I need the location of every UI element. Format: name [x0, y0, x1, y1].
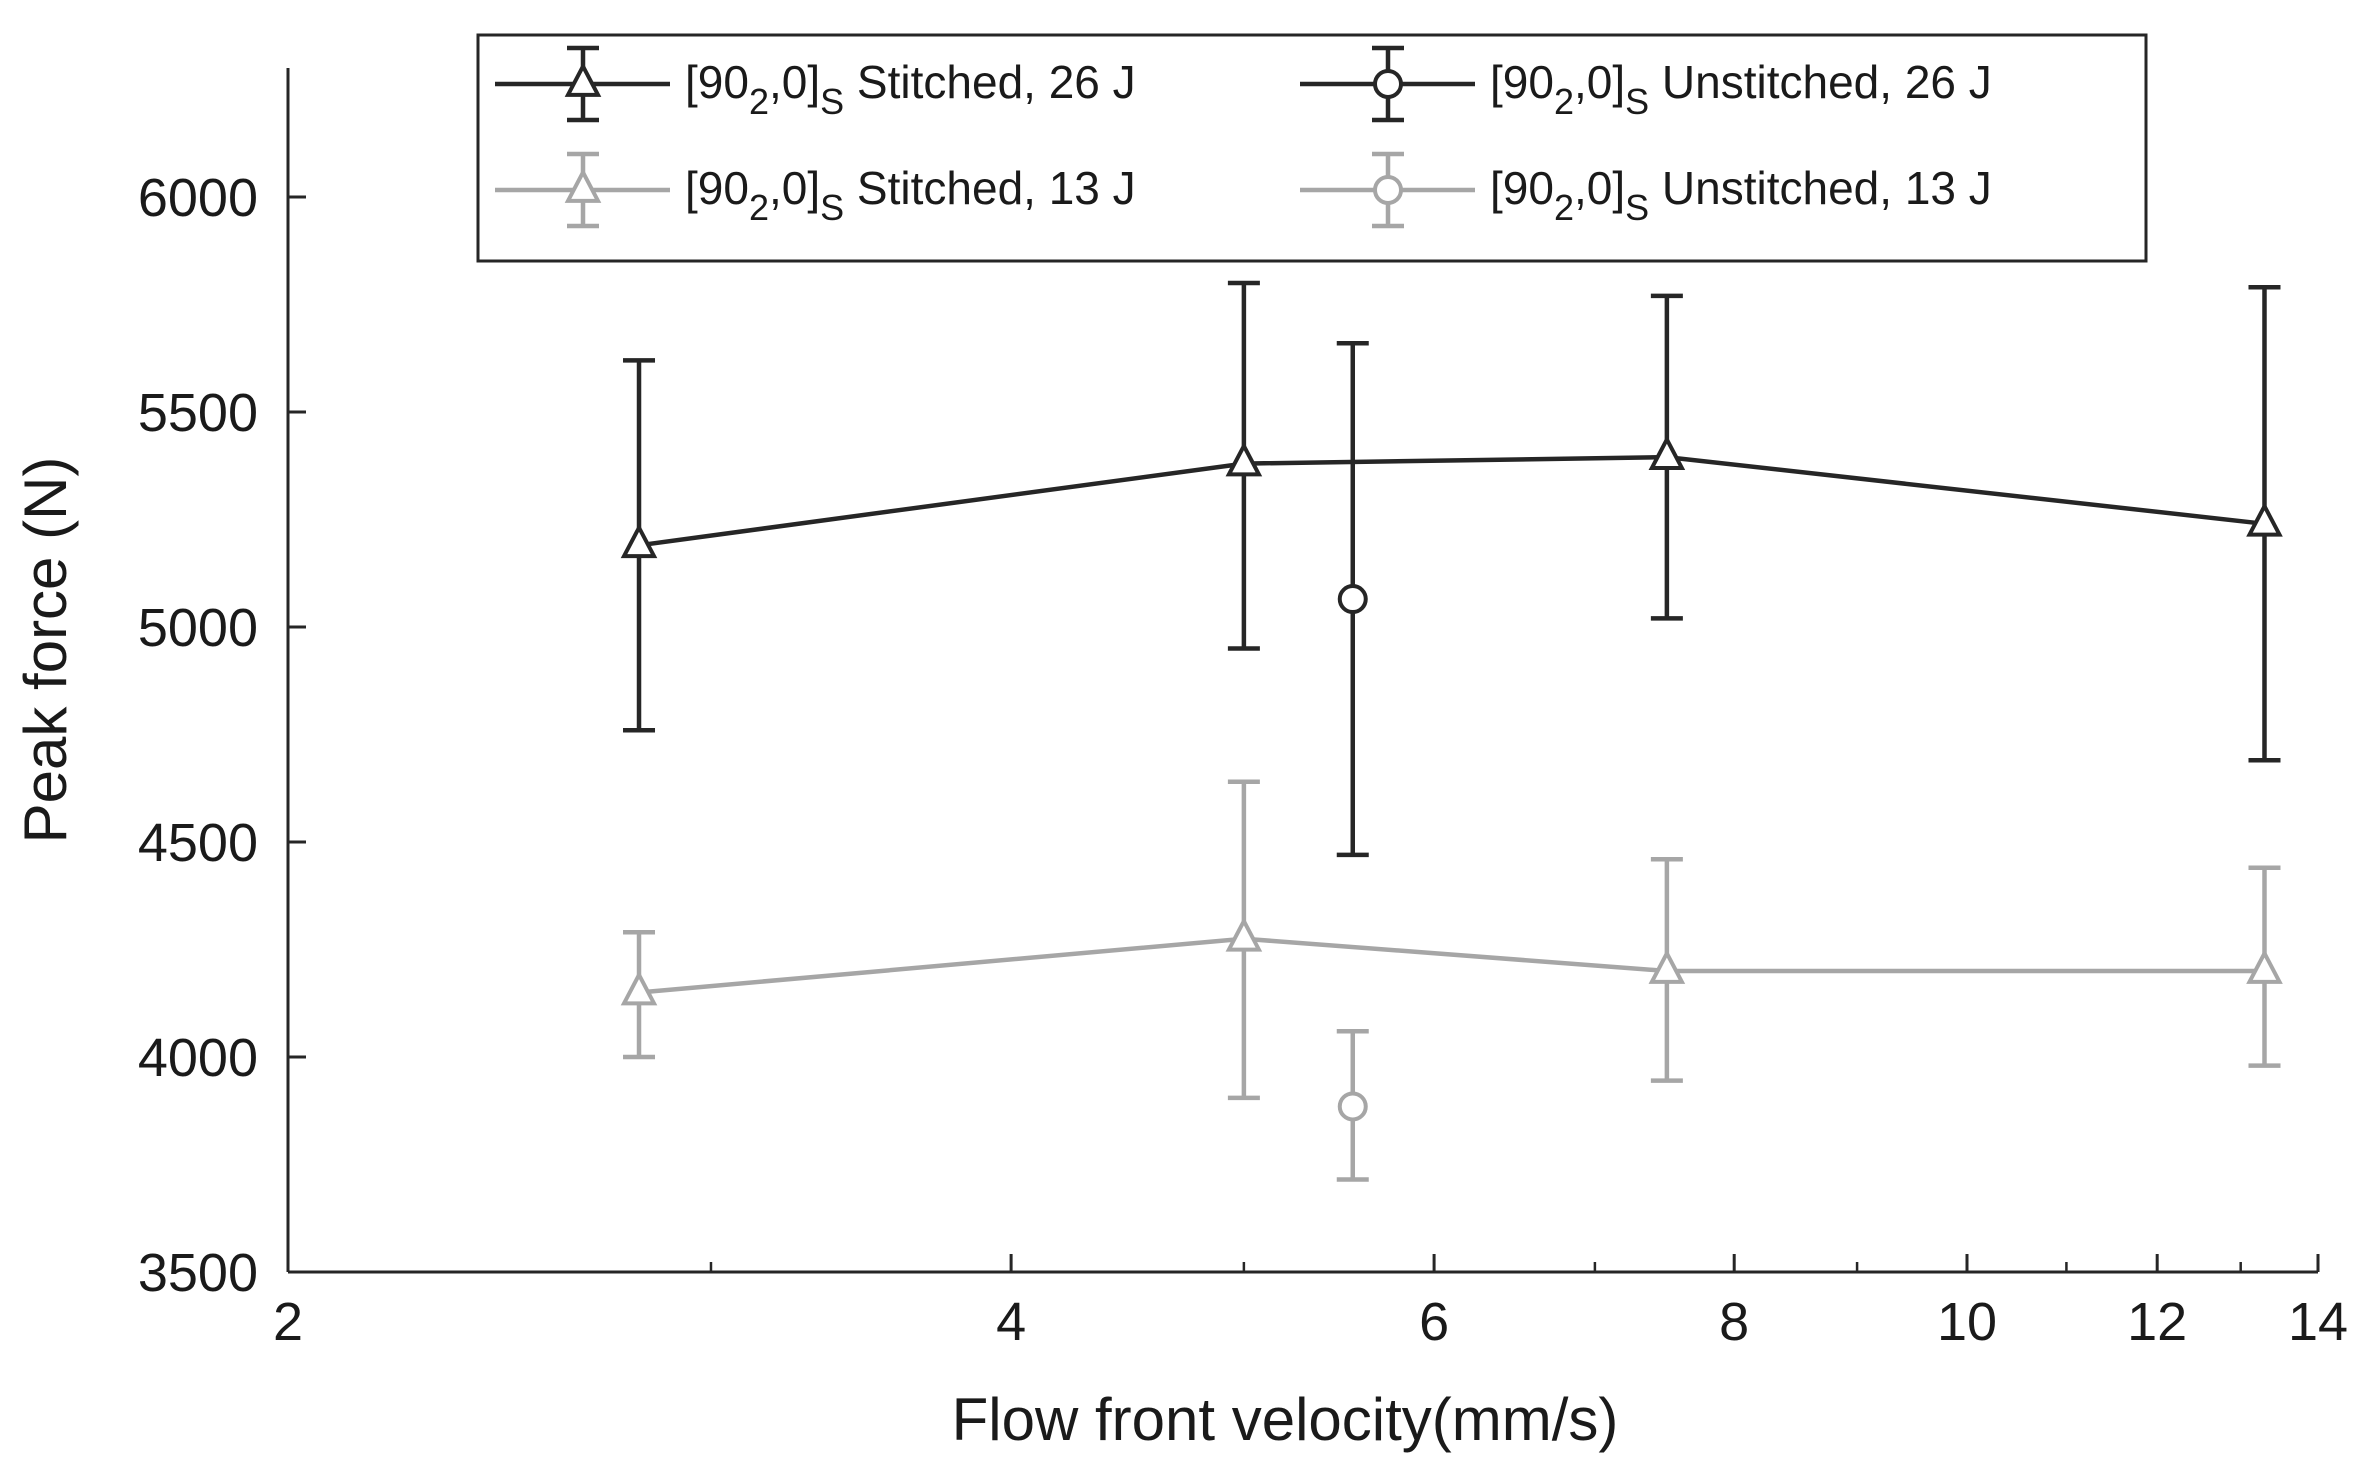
legend-entry: [902,0]S Stitched, 13 J: [495, 151, 1136, 229]
triangle-marker: [1648, 435, 1686, 470]
triangle-marker: [620, 970, 658, 1006]
circle-marker: [1337, 584, 1368, 615]
circle-marker: [1373, 69, 1403, 99]
triangle-marker: [564, 168, 602, 203]
legend: [902,0]S Stitched, 26 J [902,0]S Unstitch…: [476, 33, 2148, 263]
triangle-marker: [2246, 949, 2283, 984]
triangle-marker: [1648, 949, 1686, 984]
y-tick-label: 4500: [138, 813, 258, 873]
x-tick-label: 12: [2127, 1292, 2187, 1352]
y-tick-label: 4000: [138, 1028, 258, 1088]
series-0: [620, 280, 2283, 763]
y-tick-label: 5000: [138, 598, 258, 658]
x-tick-label: 8: [1719, 1292, 1749, 1352]
y-tick-label: 6000: [138, 168, 258, 228]
circle-marker: [1337, 1091, 1368, 1122]
legend-label: [902,0]S Unstitched, 26 J: [1490, 56, 1992, 122]
series-line: [638, 936, 2265, 995]
legend-label: [902,0]S Stitched, 13 J: [685, 162, 1136, 228]
y-tick-label: 3500: [138, 1243, 258, 1303]
legend-label: [902,0]S Unstitched, 13 J: [1490, 162, 1992, 228]
x-tick-label: 2: [273, 1292, 303, 1352]
x-tick-label: 6: [1419, 1292, 1449, 1352]
legend-label: [902,0]S Stitched, 26 J: [685, 56, 1136, 122]
series-layer: [620, 280, 2283, 1182]
x-tick-label: 10: [1937, 1292, 1997, 1352]
triangle-marker: [1225, 441, 1263, 477]
triangle-marker: [2246, 501, 2283, 537]
x-tick-label: 14: [2288, 1292, 2348, 1352]
circle-marker: [1373, 175, 1403, 205]
x-axis-label: Flow front velocity(mm/s): [952, 1386, 1619, 1453]
series-3: [1336, 1028, 1369, 1182]
series-1: [1336, 340, 1369, 858]
triangle-marker: [1225, 916, 1263, 952]
y-axis-label: Peak force (N): [12, 457, 79, 844]
legend-entry: [902,0]S Stitched, 26 J: [495, 45, 1136, 123]
triangle-marker: [620, 523, 658, 559]
series-2: [620, 779, 2283, 1101]
legend-box: [476, 33, 2148, 263]
triangle-marker: [564, 62, 602, 97]
legend-entry: [902,0]S Unstitched, 26 J: [1300, 45, 1992, 123]
series-line: [638, 454, 2265, 548]
axes: 3500 4000 4500 5000 5500 6000 2 4 6 8 10 12 14: [138, 68, 2348, 1352]
legend-entry: [902,0]S Unstitched, 13 J: [1300, 151, 1992, 229]
x-tick-label: 4: [996, 1292, 1026, 1352]
y-tick-label: 5500: [138, 383, 258, 443]
